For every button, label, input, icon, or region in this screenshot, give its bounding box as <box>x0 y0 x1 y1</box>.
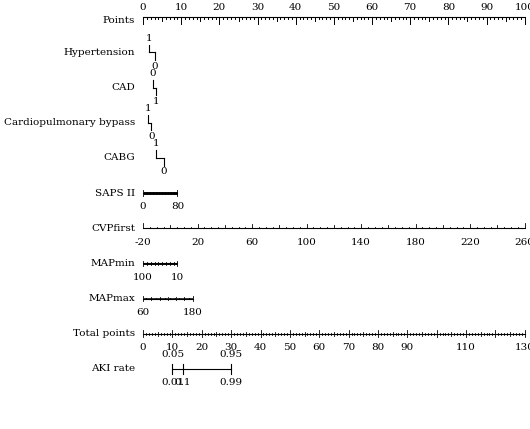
Text: 0: 0 <box>140 343 146 352</box>
Text: 10: 10 <box>171 273 184 282</box>
Text: 0: 0 <box>148 132 155 141</box>
Text: 60: 60 <box>313 343 326 352</box>
Text: 100: 100 <box>515 3 530 12</box>
Text: 50: 50 <box>283 343 296 352</box>
Text: 130: 130 <box>515 343 530 352</box>
Text: 0.99: 0.99 <box>219 378 243 387</box>
Text: 60: 60 <box>137 308 150 317</box>
Text: 0: 0 <box>140 202 146 211</box>
Text: Points: Points <box>103 16 135 25</box>
Text: 90: 90 <box>480 3 493 12</box>
Text: 60: 60 <box>366 3 378 12</box>
Text: 0: 0 <box>149 69 156 78</box>
Text: 20: 20 <box>195 343 208 352</box>
Text: SAPS II: SAPS II <box>95 189 135 197</box>
Text: 40: 40 <box>289 3 302 12</box>
Text: 0: 0 <box>151 62 158 71</box>
Text: AKI rate: AKI rate <box>91 365 135 373</box>
Text: 180: 180 <box>183 308 202 317</box>
Text: 0: 0 <box>161 167 167 176</box>
Text: 100: 100 <box>297 238 316 247</box>
Text: 140: 140 <box>351 238 371 247</box>
Text: 260: 260 <box>515 238 530 247</box>
Text: 0.95: 0.95 <box>219 350 243 359</box>
Text: 20: 20 <box>213 3 226 12</box>
Text: 0.1: 0.1 <box>174 378 191 387</box>
Text: 180: 180 <box>406 238 426 247</box>
Text: 0.01: 0.01 <box>161 378 184 387</box>
Text: 1: 1 <box>153 97 160 106</box>
Text: Cardiopulmonary bypass: Cardiopulmonary bypass <box>4 118 135 127</box>
Text: 40: 40 <box>254 343 267 352</box>
Text: 70: 70 <box>342 343 355 352</box>
Text: 10: 10 <box>175 3 188 12</box>
Text: CVPfirst: CVPfirst <box>91 224 135 233</box>
Text: 110: 110 <box>456 343 476 352</box>
Text: CABG: CABG <box>103 154 135 162</box>
Text: 30: 30 <box>225 343 238 352</box>
Text: 50: 50 <box>327 3 340 12</box>
Text: MAPmax: MAPmax <box>89 294 135 303</box>
Text: 30: 30 <box>251 3 264 12</box>
Text: Total points: Total points <box>73 329 135 338</box>
Text: 90: 90 <box>401 343 414 352</box>
Text: 1: 1 <box>153 139 160 148</box>
Text: 1: 1 <box>146 34 152 43</box>
Text: 0: 0 <box>140 3 146 12</box>
Text: 80: 80 <box>171 202 184 211</box>
Text: 80: 80 <box>442 3 455 12</box>
Text: 1: 1 <box>144 104 151 113</box>
Text: 220: 220 <box>460 238 480 247</box>
Text: 0.05: 0.05 <box>161 350 184 359</box>
Text: 10: 10 <box>166 343 179 352</box>
Text: 60: 60 <box>245 238 259 247</box>
Text: 20: 20 <box>191 238 204 247</box>
Text: 80: 80 <box>372 343 385 352</box>
Text: 70: 70 <box>404 3 417 12</box>
Text: Hypertension: Hypertension <box>64 48 135 57</box>
Text: MAPmin: MAPmin <box>91 259 135 268</box>
Text: 100: 100 <box>133 273 153 282</box>
Text: -20: -20 <box>135 238 152 247</box>
Text: CAD: CAD <box>111 83 135 92</box>
